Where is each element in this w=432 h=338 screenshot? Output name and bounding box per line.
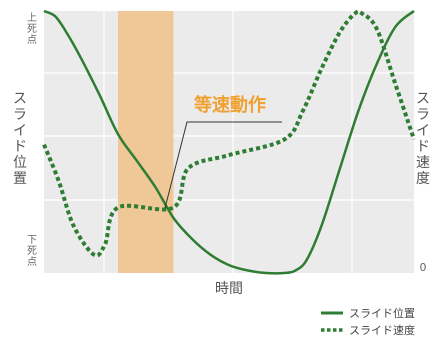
legend-label-position: スライド位置 <box>349 306 415 320</box>
series-lines <box>42 9 416 275</box>
y-axis-left-title: スライド位置 <box>13 91 27 187</box>
left-tick-top-label: 上死点 <box>27 12 37 46</box>
series-line-position <box>43 9 415 275</box>
legend-label-speed: スライド速度 <box>349 323 415 337</box>
series-line-speed <box>42 9 416 258</box>
right-tick-zero-label: 0 <box>420 261 427 274</box>
annotation-leader-line <box>164 121 282 209</box>
plot-background <box>44 11 414 273</box>
annotation-label: 等速動作 <box>194 94 266 116</box>
left-tick-bottom-label: 下死点 <box>27 235 37 268</box>
constant-speed-band <box>118 11 174 273</box>
legend: スライド位置 スライド速度 <box>321 306 415 337</box>
y-axis-right-title: スライド速度 <box>416 91 430 187</box>
grid <box>44 11 414 273</box>
x-axis-title: 時間 <box>215 281 243 297</box>
